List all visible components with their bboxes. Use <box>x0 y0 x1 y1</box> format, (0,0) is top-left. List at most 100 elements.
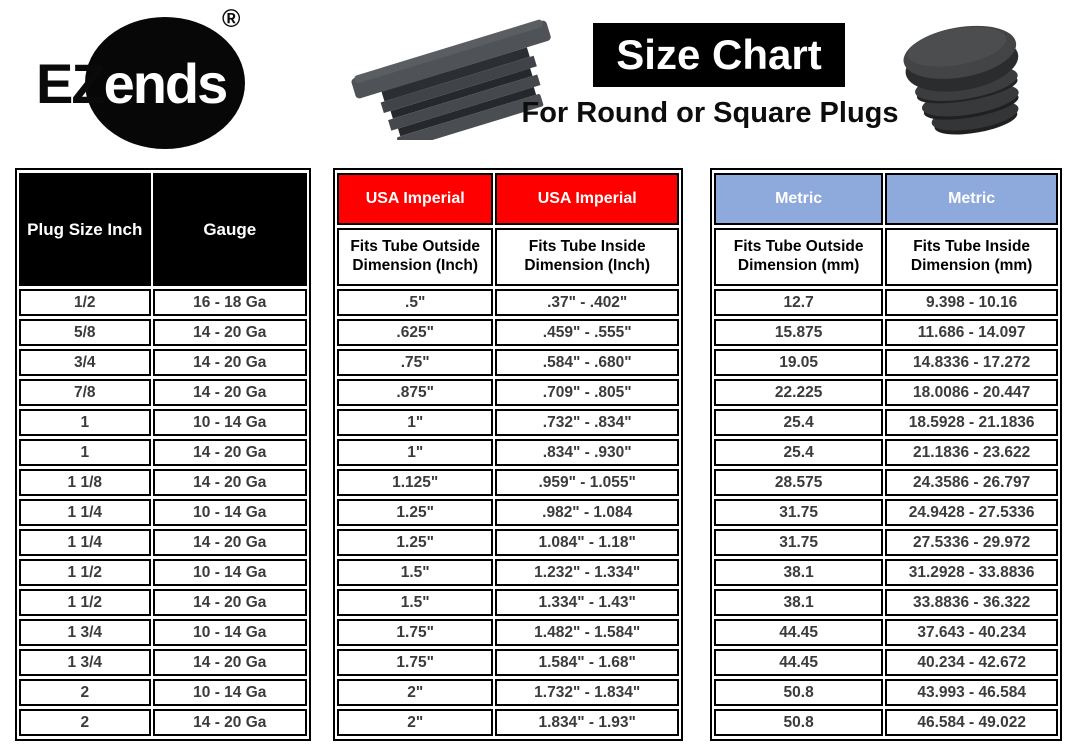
imperial-row: .5" .37" - .402" <box>337 289 679 316</box>
plug_gauge-cell: 5/8 <box>19 319 151 346</box>
metric-cell: 44.45 <box>714 619 884 646</box>
metric-cell: 33.8836 - 36.322 <box>885 589 1058 616</box>
imperial-row: 1.125" .959" - 1.055" <box>337 469 679 496</box>
metric-cell: 31.2928 - 33.8836 <box>885 559 1058 586</box>
imperial-cell: 1.5" <box>337 589 494 616</box>
imperial-row: 1.5" 1.232" - 1.334" <box>337 559 679 586</box>
metric-column-header-row: Fits Tube Outside Dimension (mm) Fits Tub… <box>714 228 1058 286</box>
plug-size-gauge-table: Plug Size Inch Gauge 1/2 16 - 18 Ga 5/8 14 - … <box>15 168 311 741</box>
metric-row: 44.45 37.643 - 40.234 <box>714 619 1058 646</box>
metric-row: 31.75 27.5336 - 29.972 <box>714 529 1058 556</box>
usa-imperial-table: USA Imperial USA Imperial Fits Tube Outsid… <box>333 168 683 741</box>
plug_gauge-row: 1 1/4 14 - 20 Ga <box>19 529 307 556</box>
plug_gauge-row: 1 10 - 14 Ga <box>19 409 307 436</box>
imperial-cell: .709" - .805" <box>495 379 679 406</box>
plug_gauge-cell: 1 <box>19 439 151 466</box>
logo-text-ends: ends <box>103 52 229 115</box>
imperial-cell: 1.25" <box>337 499 494 526</box>
plug_gauge-cell: 14 - 20 Ga <box>152 349 307 376</box>
metric-cell: 14.8336 - 17.272 <box>885 349 1058 376</box>
imperial-row: .625" .459" - .555" <box>337 319 679 346</box>
plug_gauge-row: 1 1/4 10 - 14 Ga <box>19 499 307 526</box>
metric-group-header-row: Metric Metric <box>714 173 1058 225</box>
plug_gauge-cell: 1 3/4 <box>19 619 151 646</box>
metric-table: Metric Metric Fits Tube Outside Dimension … <box>710 168 1062 741</box>
plug_gauge-cell: 1 3/4 <box>19 649 151 676</box>
plug_gauge-cell: 1 1/4 <box>19 529 151 556</box>
metric-row: 44.45 40.234 - 42.672 <box>714 649 1058 676</box>
plug_gauge-cell: 10 - 14 Ga <box>152 679 307 706</box>
registered-trademark-symbol: ® <box>222 5 241 33</box>
plug_gauge-row: 1 3/4 14 - 20 Ga <box>19 649 307 676</box>
metric-cell: 46.584 - 49.022 <box>885 709 1058 736</box>
metric-cell: 24.9428 - 27.5336 <box>885 499 1058 526</box>
imperial-cell: 1.084" - 1.18" <box>495 529 679 556</box>
imperial-cell: 1.834" - 1.93" <box>495 709 679 736</box>
plug_gauge-cell: 10 - 14 Ga <box>152 559 307 586</box>
plug_gauge-cell: 14 - 20 Ga <box>152 379 307 406</box>
imperial-cell: 2" <box>337 709 494 736</box>
metric-row: 15.875 11.686 - 14.097 <box>714 319 1058 346</box>
imperial-cell: .959" - 1.055" <box>495 469 679 496</box>
metric-cell: 25.4 <box>714 439 884 466</box>
logo-circle <box>85 17 245 149</box>
imperial-row: 1.25" .982" - 1.084 <box>337 499 679 526</box>
imperial-cell: 1.232" - 1.334" <box>495 559 679 586</box>
imperial-cell: 1.25" <box>337 529 494 556</box>
plug_gauge-column-header-row: Plug Size Inch Gauge <box>19 173 307 286</box>
imperial-cell: 1" <box>337 409 494 436</box>
imperial-column-header-row: Fits Tube Outside Dimension (Inch) Fits T… <box>337 228 679 286</box>
plug_gauge-cell: 2 <box>19 679 151 706</box>
metric-cell: 12.7 <box>714 289 884 316</box>
plug_gauge-cell: 1/2 <box>19 289 151 316</box>
metric-cell: 44.45 <box>714 649 884 676</box>
imperial-cell: 1.334" - 1.43" <box>495 589 679 616</box>
plug_gauge-column-header: Plug Size Inch <box>19 173 151 286</box>
usa-imperial-table-grid: USA Imperial USA Imperial Fits Tube Outsid… <box>333 168 683 741</box>
plug_gauge-row: 1 14 - 20 Ga <box>19 439 307 466</box>
metric-row: 25.4 18.5928 - 21.1836 <box>714 409 1058 436</box>
metric-row: 38.1 31.2928 - 33.8836 <box>714 559 1058 586</box>
imperial-cell: 1.75" <box>337 649 494 676</box>
imperial-group-header: USA Imperial <box>495 173 679 225</box>
plug_gauge-cell: 14 - 20 Ga <box>152 709 307 736</box>
plug_gauge-cell: 1 1/8 <box>19 469 151 496</box>
metric-cell: 22.225 <box>714 379 884 406</box>
imperial-row: 1.75" 1.482" - 1.584" <box>337 619 679 646</box>
imperial-cell: .625" <box>337 319 494 346</box>
plug_gauge-row: 1 1/2 14 - 20 Ga <box>19 589 307 616</box>
metric-cell: 15.875 <box>714 319 884 346</box>
plug_gauge-cell: 7/8 <box>19 379 151 406</box>
imperial-cell: .459" - .555" <box>495 319 679 346</box>
imperial-cell: .5" <box>337 289 494 316</box>
imperial-row: .75" .584" - .680" <box>337 349 679 376</box>
plug_gauge-row: 1 1/2 10 - 14 Ga <box>19 559 307 586</box>
plug_gauge-cell: 3/4 <box>19 349 151 376</box>
metric-row: 19.05 14.8336 - 17.272 <box>714 349 1058 376</box>
plug_gauge-cell: 1 1/2 <box>19 559 151 586</box>
plug_gauge-row: 1 1/8 14 - 20 Ga <box>19 469 307 496</box>
metric-cell: 28.575 <box>714 469 884 496</box>
plug_gauge-cell: 1 1/4 <box>19 499 151 526</box>
metric-group-header: Metric <box>714 173 884 225</box>
metric-cell: 19.05 <box>714 349 884 376</box>
plug_gauge-cell: 14 - 20 Ga <box>152 529 307 556</box>
metric-cell: 43.993 - 46.584 <box>885 679 1058 706</box>
metric-group-header: Metric <box>885 173 1058 225</box>
page-subtitle: For Round or Square Plugs <box>521 97 899 129</box>
plug_gauge-cell: 14 - 20 Ga <box>152 589 307 616</box>
plug_gauge-cell: 2 <box>19 709 151 736</box>
imperial-cell: 1" <box>337 439 494 466</box>
imperial-cell: 1.584" - 1.68" <box>495 649 679 676</box>
metric-cell: 38.1 <box>714 559 884 586</box>
plug_gauge-cell: 10 - 14 Ga <box>152 409 307 436</box>
imperial-cell: .37" - .402" <box>495 289 679 316</box>
imperial-cell: .834" - .930" <box>495 439 679 466</box>
metric-row: 12.7 9.398 - 10.16 <box>714 289 1058 316</box>
plug_gauge-cell: 1 1/2 <box>19 589 151 616</box>
metric-cell: 31.75 <box>714 499 884 526</box>
square-plug-image <box>351 19 551 140</box>
plug_gauge-cell: 14 - 20 Ga <box>152 319 307 346</box>
imperial-cell: 1.482" - 1.584" <box>495 619 679 646</box>
metric-row: 22.225 18.0086 - 20.447 <box>714 379 1058 406</box>
